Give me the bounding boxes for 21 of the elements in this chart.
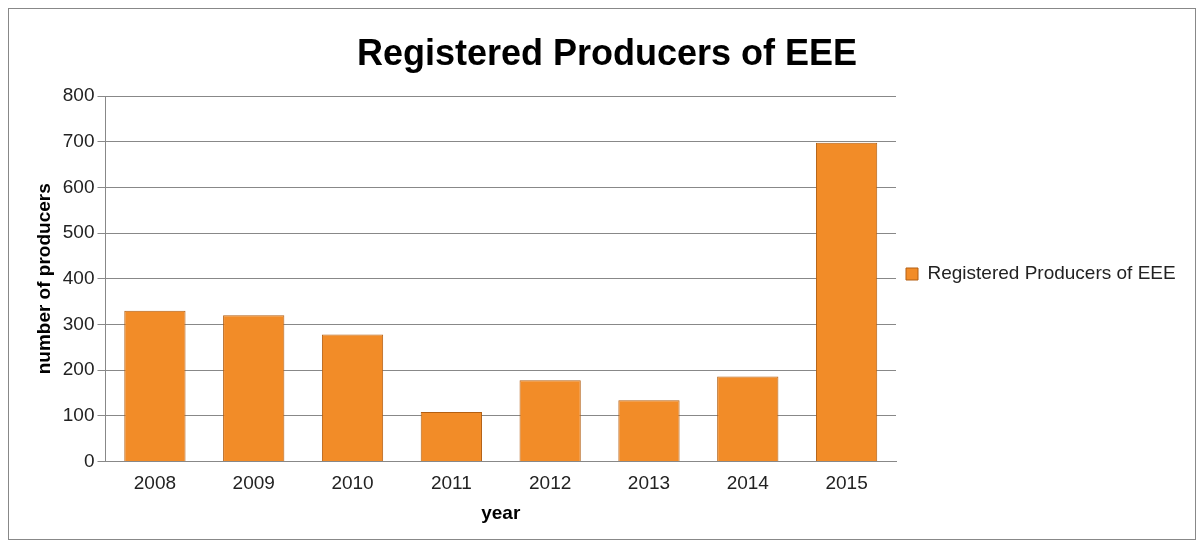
x-tick-label: 2010	[331, 472, 374, 494]
x-tick-label: 2011	[430, 472, 472, 494]
y-tick-label: 700	[62, 130, 95, 152]
y-tick-label: 100	[62, 403, 95, 425]
y-tick-label: 200	[62, 358, 95, 380]
x-tick-label: 2009	[232, 472, 275, 494]
y-axis-title: number of producers	[32, 183, 54, 375]
y-tick-label: 600	[62, 175, 95, 197]
y-tick-label: 400	[62, 267, 95, 289]
x-tick-label: 2014	[726, 472, 770, 494]
y-tick-label: 300	[62, 312, 95, 334]
y-tick-label: 0	[83, 449, 95, 471]
x-tick-label: 2015	[825, 472, 868, 494]
x-tick-label: 2013	[627, 472, 671, 494]
y-tick-label: 800	[62, 84, 95, 106]
x-axis-title: year	[481, 501, 521, 523]
chart-title: Registered Producers of EEE	[356, 31, 858, 73]
x-tick-label: 2008	[133, 472, 177, 494]
legend-label: Registered Producers of EEE	[927, 262, 1176, 284]
y-tick-label: 500	[62, 221, 95, 243]
x-tick-label: 2012	[529, 472, 572, 494]
